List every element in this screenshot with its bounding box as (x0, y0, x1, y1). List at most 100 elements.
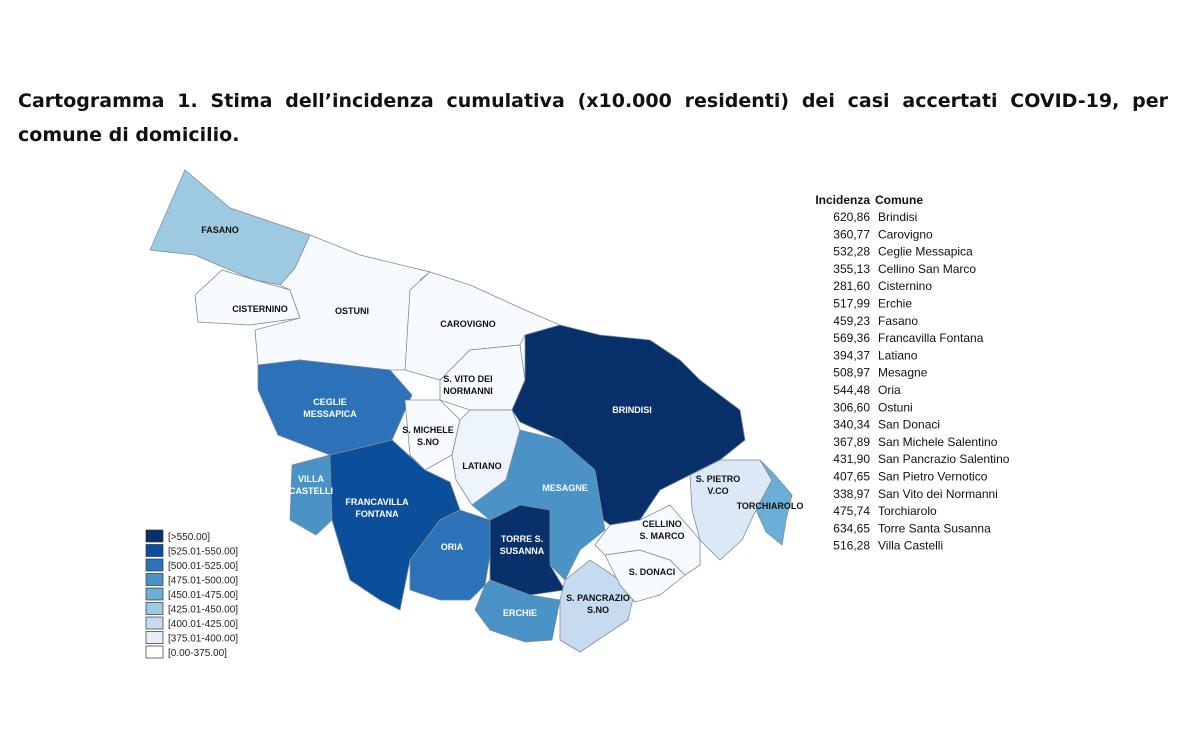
incidenza: 338,97 (833, 487, 870, 501)
comune: Brindisi (878, 210, 917, 224)
table-header: Comune (875, 193, 923, 207)
legend-swatch (145, 616, 164, 630)
incidenza: 475,74 (833, 504, 870, 518)
comune: Torre Santa Susanna (878, 521, 991, 535)
table-header: Incidenza (815, 193, 870, 207)
municipality (474, 579, 561, 643)
legend-label: [375.01-400.00] (168, 634, 238, 645)
comune: Fasano (878, 314, 918, 328)
incidenza: 532,28 (833, 245, 870, 259)
municipality-label: LATIANO (462, 461, 501, 471)
legend-label: [500.01-525.00] (168, 561, 238, 572)
municipality (755, 459, 793, 546)
incidenza: 367,89 (833, 435, 870, 449)
municipality-label: FASANO (201, 225, 239, 235)
comune: Villa Castelli (878, 539, 943, 553)
legend-swatch (145, 602, 164, 615)
comune: Cisternino (878, 279, 932, 293)
municipality-label: ERCHIE (503, 608, 537, 618)
comune: Carovigno (878, 227, 933, 241)
incidenza: 508,97 (833, 366, 870, 380)
municipality-label: VILLA (298, 474, 324, 484)
incidenza: 340,34 (833, 418, 870, 432)
incidenza: 620,86 (833, 210, 870, 224)
municipality-label: S. VITO DEI (443, 374, 492, 384)
incidenza: 516,28 (833, 539, 870, 553)
comune: San Donaci (878, 418, 940, 432)
legend-swatch (145, 529, 164, 543)
comune: Oria (878, 383, 901, 397)
municipality-label: SUSANNA (500, 546, 545, 556)
comune: Mesagne (878, 366, 928, 380)
comune: San Vito dei Normanni (878, 487, 998, 501)
legend-swatch (145, 573, 164, 586)
title: Cartogramma 1. Stima dell’incidenza cumu… (18, 90, 1168, 146)
legend-swatch (145, 631, 164, 644)
municipality (559, 559, 636, 653)
incidenza: 394,37 (833, 348, 870, 362)
incidenza: 281,60 (833, 279, 870, 293)
legend-label: [400.01-425.00] (168, 619, 238, 630)
municipality (511, 324, 746, 526)
municipality-label: OSTUNI (335, 306, 369, 316)
municipality-label: V.CO (707, 486, 728, 496)
municipality-label: CEGLIE (313, 397, 347, 407)
comune: Cellino San Marco (878, 262, 976, 276)
legend-label: [425.01-450.00] (168, 605, 238, 616)
comune: San Pietro Vernotico (878, 470, 988, 484)
incidenza: 360,77 (833, 227, 870, 241)
comune: Ostuni (878, 400, 913, 414)
legend-swatch (145, 587, 164, 601)
incidenza: 431,90 (833, 452, 870, 466)
municipality-label: NORMANNI (443, 386, 493, 396)
municipality-label: S. PANCRAZIO (566, 593, 630, 603)
municipality-label: S. DONACI (629, 567, 676, 577)
comune: Torchiarolo (878, 504, 937, 518)
incidenza: 355,13 (833, 262, 870, 276)
legend-label: [0.00-375.00] (168, 648, 227, 659)
municipality (689, 459, 773, 561)
municipality-label: CASTELLI (289, 486, 333, 496)
comune: Latiano (878, 348, 918, 362)
municipality-label: CELLINO (642, 519, 682, 529)
comune: San Pancrazio Salentino (878, 452, 1010, 466)
municipality (289, 454, 333, 536)
incidenza: 407,65 (833, 470, 870, 484)
comune: Ceglie Messapica (878, 245, 973, 259)
legend-label: [475.01-500.00] (168, 576, 238, 587)
incidenza: 306,60 (833, 400, 870, 414)
municipality-label: FONTANA (355, 509, 399, 519)
municipality-label: TORRE S. (501, 534, 543, 544)
incidenza: 459,23 (833, 314, 870, 328)
municipality-label: S. MARCO (640, 531, 685, 541)
incidenza: 569,36 (833, 331, 870, 345)
legend-swatch (145, 544, 164, 557)
municipality-label: CAROVIGNO (440, 319, 496, 329)
municipality-label: BRINDISI (612, 405, 652, 415)
municipality-label: MESSAPICA (303, 409, 357, 419)
comune: Erchie (878, 297, 912, 311)
incidenza: 634,65 (833, 521, 870, 535)
legend-swatch (145, 645, 164, 659)
legend-swatch (145, 558, 164, 572)
municipality-label: FRANCAVILLA (345, 497, 409, 507)
municipality (594, 504, 701, 576)
comune: San Michele Salentino (878, 435, 998, 449)
legend-label: [525.01-550.00] (168, 547, 238, 558)
municipality-label: ORIA (441, 542, 464, 552)
municipality-label: S.NO (417, 437, 439, 447)
legend-label: [>550.00] (168, 532, 210, 543)
municipality-label: CISTERNINO (232, 304, 288, 314)
municipality-label: S. PIETRO (696, 474, 741, 484)
municipality-label: MESAGNE (542, 483, 588, 493)
municipality-label: TORCHIAROLO (737, 501, 804, 511)
comune: Francavilla Fontana (878, 331, 984, 345)
municipality (254, 234, 431, 371)
municipality-label: S.NO (587, 605, 609, 615)
municipality-label: S. MICHELE (402, 425, 454, 435)
legend-label: [450.01-475.00] (168, 590, 238, 601)
incidenza: 544,48 (833, 383, 870, 397)
incidenza: 517,99 (833, 297, 870, 311)
